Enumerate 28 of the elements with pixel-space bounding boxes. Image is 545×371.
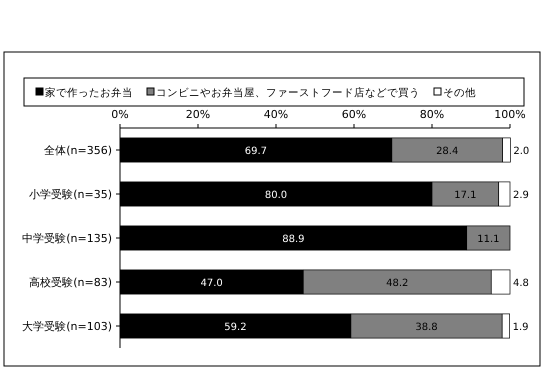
y-tick-label: 中学受験(n=135) — [22, 232, 112, 245]
data-label: 48.2 — [386, 278, 408, 289]
data-label: 69.7 — [244, 146, 268, 157]
data-label: 17.1 — [454, 190, 476, 201]
y-tick-label: 全体(n=356) — [44, 144, 112, 157]
data-label: 47.0 — [200, 278, 223, 289]
x-tick-label: 0% — [111, 108, 129, 121]
y-tick-label: 高校受験(n=83) — [29, 276, 112, 289]
legend-label: コンビニやお弁当屋、ファーストフード店などで買う — [156, 86, 420, 99]
data-label: 88.9 — [282, 234, 304, 245]
data-label: 80.0 — [264, 190, 288, 201]
data-label: 11.1 — [477, 234, 500, 245]
data-label: 2.9 — [513, 190, 529, 201]
x-tick-label: 20% — [186, 108, 210, 121]
data-label: 38.8 — [415, 322, 438, 333]
legend-label: 家で作ったお弁当 — [45, 86, 133, 99]
data-label: 28.4 — [436, 146, 458, 157]
x-tick-label: 100% — [494, 108, 526, 121]
x-tick-label: 80% — [420, 108, 444, 121]
y-tick-label: 大学受験(n=103) — [22, 320, 112, 333]
legend-label: その他 — [443, 87, 476, 99]
data-label: 4.8 — [513, 278, 529, 289]
data-label: 1.9 — [512, 322, 529, 333]
y-tick-label: 小学受験(n=35) — [29, 188, 112, 201]
data-label: 59.2 — [224, 322, 247, 333]
x-tick-label: 40% — [264, 108, 288, 121]
data-label: 2.0 — [513, 146, 530, 157]
x-tick-label: 60% — [342, 108, 366, 121]
